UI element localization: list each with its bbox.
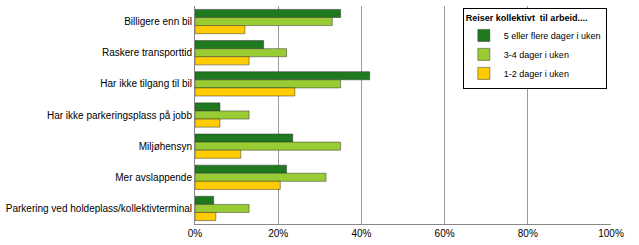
svg-text:Reiser kollektivt til arbeid.: Reiser kollektivt til arbeid.... [466, 13, 588, 23]
svg-text:60%: 60% [435, 228, 455, 239]
svg-text:5 eller flere dager i uken: 5 eller flere dager i uken [504, 31, 601, 41]
svg-text:Har ikke tilgang til bil: Har ikke tilgang til bil [100, 78, 192, 89]
svg-text:100%: 100% [598, 228, 624, 239]
svg-text:80%: 80% [518, 228, 538, 239]
svg-text:Miljøhensyn: Miljøhensyn [139, 141, 192, 152]
svg-text:3-4 dager i uken: 3-4 dager i uken [504, 50, 569, 60]
svg-text:Har ikke parkeringsplass på jo: Har ikke parkeringsplass på jobb [47, 110, 193, 121]
svg-text:1-2 dager i uken: 1-2 dager i uken [504, 69, 569, 79]
svg-text:20%: 20% [268, 228, 288, 239]
svg-text:Parkering ved holdeplass/kolle: Parkering ved holdeplass/kollektivtermin… [6, 203, 192, 214]
svg-text:Billigere enn bil: Billigere enn bil [124, 16, 192, 27]
svg-text:40%: 40% [351, 228, 371, 239]
svg-text:Mer avslappende: Mer avslappende [115, 172, 192, 183]
svg-text:Raskere transporttid: Raskere transporttid [102, 47, 192, 58]
svg-text:0%: 0% [188, 228, 203, 239]
